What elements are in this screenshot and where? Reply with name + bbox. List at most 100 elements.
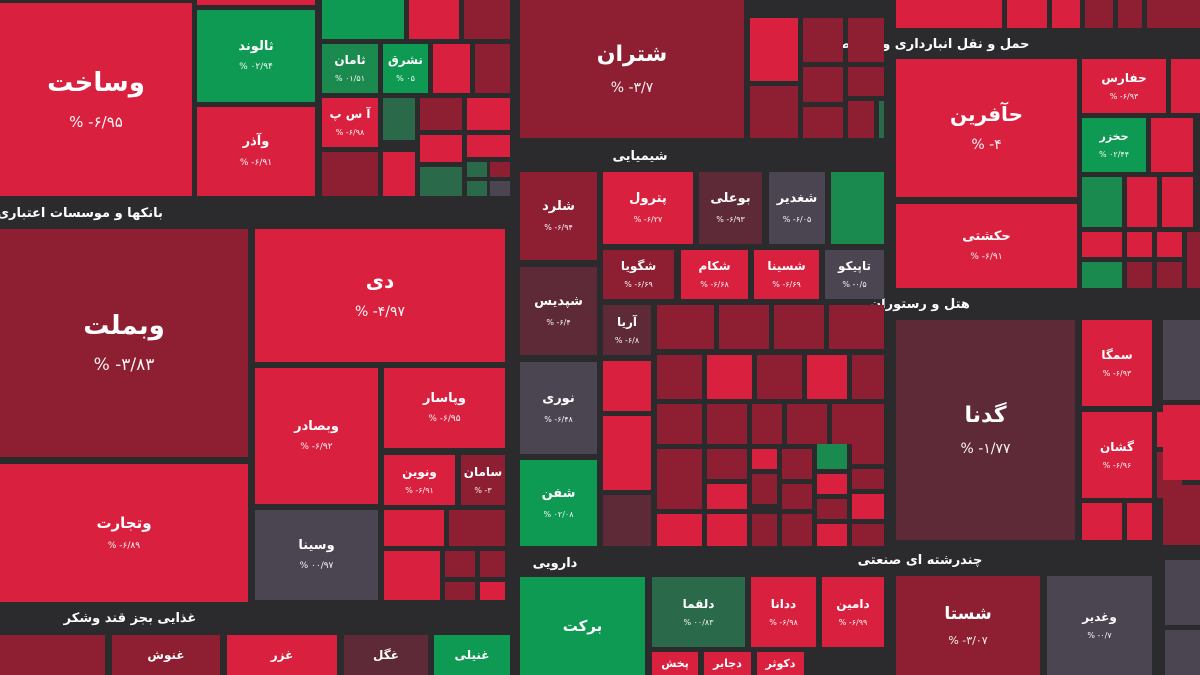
stock-tile[interactable] (480, 582, 505, 600)
stock-tile[interactable] (433, 44, 470, 93)
stock-tile[interactable] (774, 305, 824, 349)
stock-tile[interactable] (896, 0, 1002, 28)
stock-tile[interactable] (445, 551, 475, 577)
stock-tile[interactable] (707, 355, 752, 399)
stock-tile[interactable]: حفارس % -۶/۹۳ (1082, 59, 1166, 113)
stock-tile[interactable] (852, 524, 884, 546)
stock-tile[interactable]: نوری % -۶/۴۸ (520, 362, 597, 454)
stock-tile[interactable] (467, 98, 510, 130)
stock-tile[interactable] (1165, 560, 1200, 625)
stock-tile[interactable] (657, 449, 702, 509)
stock-tile[interactable] (832, 404, 884, 444)
stock-tile[interactable] (420, 98, 462, 130)
stock-tile[interactable] (852, 494, 884, 519)
stock-tile[interactable] (657, 514, 702, 546)
stock-tile[interactable]: حآفرین % -۴ (896, 59, 1077, 197)
stock-tile[interactable] (420, 135, 462, 162)
stock-tile[interactable]: سامان % -۳ (461, 455, 505, 505)
stock-tile[interactable] (752, 449, 777, 469)
stock-tile[interactable] (467, 181, 487, 196)
stock-tile[interactable]: وتجارت % -۶/۸۹ (0, 464, 248, 602)
stock-tile[interactable] (1147, 0, 1200, 28)
stock-tile[interactable] (1163, 405, 1200, 480)
stock-tile[interactable] (817, 474, 847, 494)
stock-tile[interactable] (409, 0, 459, 39)
stock-tile[interactable] (807, 355, 847, 399)
stock-tile[interactable]: بوعلی % -۶/۹۳ (699, 172, 762, 244)
stock-tile[interactable] (787, 404, 827, 444)
stock-tile[interactable]: وبملت % -۳/۸۳ (0, 229, 248, 457)
stock-tile[interactable]: ثالوند % ۰۲/۹۴ (197, 10, 315, 102)
stock-tile[interactable] (475, 44, 510, 93)
stock-tile[interactable] (383, 98, 415, 140)
stock-tile[interactable] (1127, 177, 1157, 227)
stock-tile[interactable] (603, 436, 651, 490)
stock-tile[interactable] (322, 152, 378, 196)
stock-tile[interactable]: دی % -۴/۹۷ (255, 229, 505, 362)
stock-tile[interactable] (657, 305, 714, 349)
stock-tile[interactable] (490, 162, 510, 177)
stock-tile[interactable] (803, 18, 843, 62)
stock-tile[interactable] (383, 152, 415, 196)
stock-tile[interactable] (1127, 232, 1152, 257)
stock-tile[interactable]: برکت (520, 577, 645, 675)
stock-tile[interactable]: گشان % -۶/۹۶ (1082, 412, 1152, 498)
stock-tile[interactable]: حکشتی % -۶/۹۱ (896, 204, 1077, 288)
stock-tile[interactable]: ونوین % -۶/۹۱ (384, 455, 455, 505)
stock-tile[interactable] (420, 167, 462, 196)
stock-tile[interactable]: سمگا % -۶/۹۳ (1082, 320, 1152, 406)
stock-tile[interactable]: حخزر % ۰۲/۴۴ (1082, 118, 1146, 172)
stock-tile[interactable] (817, 524, 847, 546)
stock-tile[interactable] (829, 305, 884, 349)
stock-tile[interactable] (1082, 177, 1122, 227)
stock-tile[interactable]: غنوش (112, 635, 220, 675)
stock-tile[interactable] (1082, 262, 1122, 288)
stock-tile[interactable] (1082, 503, 1122, 540)
stock-tile[interactable] (852, 355, 884, 399)
stock-tile[interactable] (467, 135, 510, 157)
stock-tile[interactable] (464, 0, 510, 39)
stock-tile[interactable] (467, 162, 487, 177)
stock-tile[interactable] (1082, 232, 1122, 257)
stock-tile[interactable] (1127, 262, 1152, 288)
stock-tile[interactable] (1171, 59, 1200, 113)
stock-tile[interactable]: شلرد % -۶/۹۴ (520, 172, 597, 260)
stock-tile[interactable]: گدنا % -۱/۷۷ (896, 320, 1075, 540)
stock-tile[interactable] (752, 404, 782, 444)
stock-tile[interactable] (782, 484, 812, 509)
stock-tile[interactable]: آ س پ % -۶/۹۸ (322, 98, 378, 147)
stock-tile[interactable]: دامین % -۶/۹۹ (822, 577, 884, 647)
stock-tile[interactable] (817, 499, 847, 519)
stock-tile[interactable] (707, 514, 747, 546)
stock-tile[interactable] (1007, 0, 1047, 28)
stock-tile[interactable] (750, 86, 798, 138)
stock-tile[interactable] (1085, 0, 1113, 28)
stock-tile[interactable] (1163, 485, 1200, 545)
stock-tile[interactable] (0, 635, 105, 675)
stock-tile[interactable] (803, 107, 843, 138)
stock-tile[interactable]: وآذر % -۶/۹۱ (197, 107, 315, 196)
stock-tile[interactable] (1165, 630, 1200, 675)
stock-tile[interactable] (757, 355, 802, 399)
stock-tile[interactable] (480, 551, 505, 577)
stock-tile[interactable]: دکوثر (757, 652, 804, 675)
stock-tile[interactable]: شغدیر % -۶/۰۵ (769, 172, 825, 244)
stock-tile[interactable] (817, 444, 847, 469)
stock-tile[interactable] (603, 495, 651, 546)
stock-tile[interactable] (384, 551, 440, 600)
stock-tile[interactable] (782, 449, 812, 479)
stock-tile[interactable] (1157, 232, 1182, 257)
stock-tile[interactable]: دجابر (704, 652, 751, 675)
stock-tile[interactable] (1187, 232, 1200, 288)
stock-tile[interactable] (782, 514, 812, 546)
stock-tile[interactable] (848, 18, 884, 62)
stock-tile[interactable] (852, 444, 884, 464)
stock-tile[interactable] (490, 181, 510, 196)
stock-tile[interactable] (831, 172, 884, 244)
stock-tile[interactable]: وسینا % ۰۰/۹۷ (255, 510, 378, 600)
stock-tile[interactable]: وغدیر % -۰/۷ (1047, 576, 1152, 675)
stock-tile[interactable]: غگل (344, 635, 428, 675)
stock-tile[interactable] (848, 67, 884, 96)
stock-tile[interactable]: شستا % -۳/۰۷ (896, 576, 1040, 675)
stock-tile[interactable]: پخش (652, 652, 698, 675)
